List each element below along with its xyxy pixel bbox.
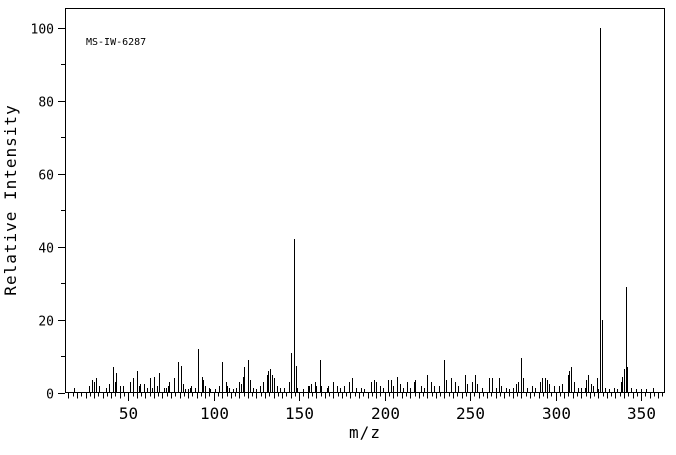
x-tick-label: 100 [200,404,229,423]
x-tick-label: 200 [371,404,400,423]
y-tick-label: 80 [38,96,54,111]
y-tick-label: 60 [38,169,54,184]
x-tick-label: 50 [119,404,138,423]
axes: 0 20 40 60 80 100 50 100 150 200 250 300 350 [31,8,665,423]
y-tick-label: 100 [31,23,54,38]
x-tick-label: 300 [542,404,571,423]
y-tick-label: 0 [46,388,54,403]
x-tick-label: 250 [456,404,485,423]
x-tick-label: 350 [627,404,656,423]
x-axis-title: m/z [349,423,381,442]
x-tick-label: 150 [285,404,314,423]
spectrum-id-label: MS-IW-6287 [86,37,146,48]
y-tick-label: 20 [38,315,54,330]
y-tick-label: 40 [38,242,54,257]
y-axis-title: Relative Intensity [1,104,20,295]
peak-bars [74,28,654,392]
plot-border [65,8,665,393]
